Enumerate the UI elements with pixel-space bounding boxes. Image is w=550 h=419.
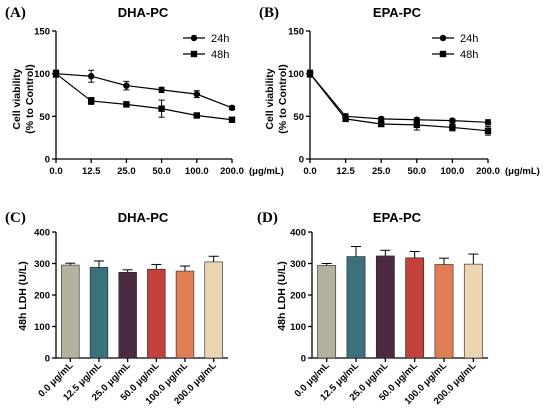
x-tick-label: 100.0 <box>441 166 465 177</box>
legend-marker-24h <box>190 34 198 42</box>
data-point-24h <box>484 119 492 126</box>
x-tick-label: 25.0 <box>372 166 391 177</box>
y-tick-label: 0 <box>45 354 50 365</box>
bar <box>89 266 109 359</box>
bar <box>405 257 425 359</box>
legend-label-24h: 24h <box>460 33 478 45</box>
x-unit-label: (μg/mL) <box>249 166 284 177</box>
y-tick-label: 100 <box>34 69 50 80</box>
y-tick-label: 100 <box>34 322 50 333</box>
panel-d-bar-chart: (D) EPA-PC 48h LDH (U/L) 01002003004000.… <box>257 210 488 407</box>
panel-d-label: (D) <box>257 210 278 226</box>
data-point-48h <box>449 124 456 131</box>
legend-marker-24h <box>439 34 447 42</box>
y-tick-label: 200 <box>290 291 306 302</box>
legend-label-48h: 48h <box>211 49 229 61</box>
data-point-24h <box>158 86 165 94</box>
y-tick-label: 400 <box>34 228 50 239</box>
legend-marker-48h <box>190 50 198 58</box>
bar <box>61 264 80 359</box>
y-tick-label: 0 <box>45 155 50 166</box>
y-tick-label: 0 <box>301 354 306 365</box>
data-point-48h <box>88 97 95 105</box>
panel-b-line-chart: (B) EPA-PC Cell viability (% to Control)… <box>259 5 540 177</box>
bar <box>375 255 395 359</box>
bar <box>346 256 366 359</box>
y-tick-label: 300 <box>34 259 50 270</box>
panel-b-ylabel-line2: (% to Control) <box>277 64 289 133</box>
data-point-48h <box>306 70 314 77</box>
data-point-48h <box>193 112 200 119</box>
data-point-24h <box>123 82 130 89</box>
panel-b-title: EPA-PC <box>373 5 422 20</box>
panel-d-title: EPA-PC <box>373 210 422 225</box>
series-line-48h <box>55 73 233 121</box>
x-tick-label: 0.0 <box>303 166 316 177</box>
panel-a-ylabel-line2: (% to Control) <box>24 64 36 133</box>
panel-b-ylabel-line1: Cell viability <box>264 68 276 129</box>
panel-c-title: DHA-PC <box>118 210 169 225</box>
data-point-48h <box>484 127 492 135</box>
data-point-48h <box>228 116 236 123</box>
bar <box>175 270 195 359</box>
bar <box>147 268 166 359</box>
x-tick-label: 25.0 <box>117 166 136 177</box>
y-tick-label: 50 <box>293 112 304 123</box>
y-tick-label: 400 <box>290 228 306 239</box>
data-point-24h <box>449 117 456 124</box>
series-line-24h <box>309 73 489 123</box>
y-tick-label: 150 <box>34 27 50 38</box>
x-tick-label: 0.0 <box>49 166 62 177</box>
bar <box>118 272 137 359</box>
data-point-24h <box>228 104 236 112</box>
data-point-48h <box>413 121 420 129</box>
legend-marker-48h <box>439 50 447 58</box>
bar <box>204 261 223 359</box>
panel-b-label: (B) <box>259 5 279 21</box>
x-tick-label: 12.5 <box>336 166 355 177</box>
x-tick-label: 12.5 <box>82 166 101 177</box>
y-tick-label: 200 <box>34 291 50 302</box>
x-tick-label: 100.0 <box>185 166 209 177</box>
data-point-48h <box>123 101 130 108</box>
panel-a-title: DHA-PC <box>118 5 169 20</box>
y-tick-label: 50 <box>39 112 50 123</box>
panel-c-label: (C) <box>5 210 26 226</box>
panel-c-ylabel: 48h LDH (U/L) <box>17 261 29 330</box>
panel-a-label: (A) <box>5 5 26 21</box>
panel-c-bar-chart: (C) DHA-PC 48h LDH (U/L) 01002003004000.… <box>5 210 228 407</box>
y-tick-label: 100 <box>288 69 304 80</box>
x-tick-label: 200.0 <box>476 166 500 177</box>
bar <box>317 265 337 359</box>
data-point-48h <box>158 105 165 112</box>
x-tick-label: 50.0 <box>408 166 427 177</box>
y-tick-label: 0 <box>299 155 304 166</box>
series-line-24h <box>55 73 233 109</box>
data-point-48h <box>378 120 385 128</box>
panel-a-ylabel-line1: Cell viability <box>11 68 23 129</box>
data-point-24h <box>378 115 385 123</box>
y-tick-label: 300 <box>290 259 306 270</box>
data-point-24h <box>193 90 200 98</box>
panel-a-line-chart: (A) DHA-PC Cell viability (% to Control)… <box>5 5 284 177</box>
data-point-48h <box>342 115 349 123</box>
y-tick-label: 100 <box>290 322 306 333</box>
legend-label-48h: 48h <box>460 49 478 61</box>
x-tick-label: 50.0 <box>152 166 171 177</box>
legend-label-24h: 24h <box>211 33 229 45</box>
data-point-48h <box>52 70 60 77</box>
series-line-48h <box>309 73 489 132</box>
panel-d-ylabel: 48h LDH (U/L) <box>276 261 288 330</box>
y-tick-label: 150 <box>288 27 304 38</box>
x-unit-label: (μg/mL) <box>505 166 540 177</box>
x-tick-label: 200.0 <box>220 166 244 177</box>
data-point-24h <box>88 73 95 80</box>
bar <box>463 263 483 359</box>
bar <box>434 264 454 359</box>
